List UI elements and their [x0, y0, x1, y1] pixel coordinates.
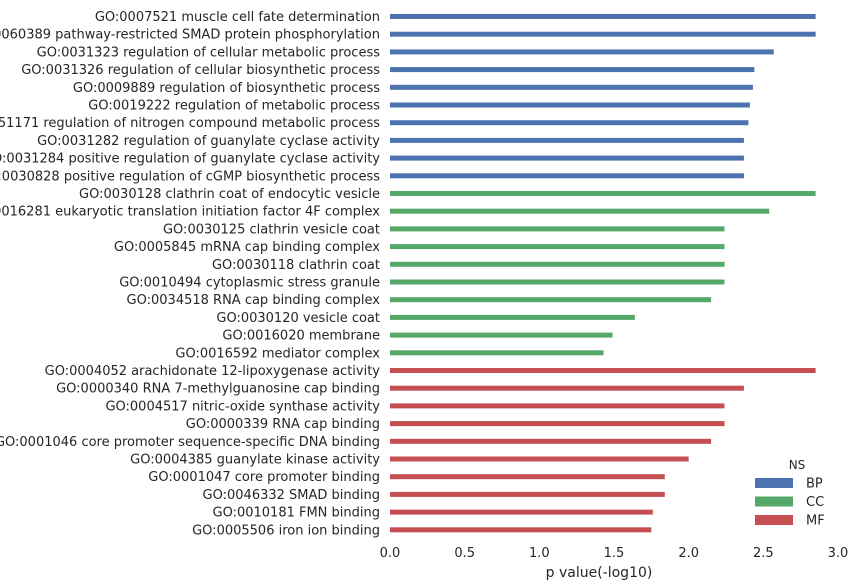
x-tick-label: 2.0: [678, 546, 699, 561]
legend-title: NS: [789, 458, 806, 472]
bar-cc-6: [390, 279, 725, 285]
category-label: GO:0030128 clathrin coat of endocytic ve…: [79, 187, 380, 202]
bar-bp-9: [390, 155, 744, 161]
category-label: GO:0030120 vesicle coat: [216, 311, 380, 326]
bar-cc-5: [390, 261, 725, 267]
category-label: GO:0030125 clathrin vesicle coat: [163, 222, 380, 237]
bar-mf-2: [390, 385, 744, 391]
bar-mf-6: [390, 456, 689, 462]
bar-mf-4: [390, 421, 725, 427]
bar-mf-8: [390, 491, 665, 497]
bar-mf-10: [390, 527, 652, 533]
bar-cc-1: [390, 191, 816, 196]
bar-cc-10: [390, 350, 604, 356]
category-label: GO:0016592 mediator complex: [175, 346, 380, 361]
category-labels: GO:0007521 muscle cell fate determinatio…: [0, 10, 380, 538]
x-axis-title: p value(-log10): [546, 565, 653, 581]
bar-mf-1: [390, 368, 816, 373]
category-label: GO:0016020 membrane: [222, 329, 380, 344]
category-label: GO:0010181 FMN binding: [213, 506, 381, 521]
bar-bp-6: [390, 102, 750, 108]
category-label: GO:0051171 regulation of nitrogen compou…: [0, 116, 380, 131]
legend-label-bp: BP: [806, 477, 823, 492]
bar-cc-9: [390, 332, 613, 338]
category-label: GO:0034518 RNA cap binding complex: [127, 293, 381, 308]
category-label: GO:0010494 cytoplasmic stress granule: [119, 276, 380, 291]
bar-bp-4: [390, 67, 755, 73]
x-axis-ticks: 0.0 0.5 1.0 1.5 2.0 2.5 3.0: [380, 546, 849, 561]
legend-swatch-cc: [755, 496, 793, 507]
bar-mf-3: [390, 403, 725, 409]
category-label: GO:0019222 regulation of metabolic proce…: [88, 99, 380, 114]
bar-cc-3: [390, 226, 725, 232]
category-label: GO:0001046 core promoter sequence-specif…: [0, 435, 380, 450]
bar-mf-9: [390, 509, 653, 515]
category-label: GO:0031323 regulation of cellular metabo…: [37, 45, 381, 60]
category-label: GO:0030828 positive regulation of cGMP b…: [0, 169, 380, 184]
bar-mf-7: [390, 474, 665, 480]
category-label: GO:0016281 eukaryotic translation initia…: [0, 205, 380, 220]
bar-mf-5: [390, 438, 712, 444]
category-label: GO:0046332 SMAD binding: [203, 488, 380, 503]
bar-bp-3: [390, 49, 774, 55]
category-label: GO:0005845 mRNA cap binding complex: [114, 240, 380, 255]
x-tick-label: 1.0: [529, 546, 550, 561]
x-tick-label: 2.5: [753, 546, 774, 561]
category-label: GO:0031284 positive regulation of guanyl…: [0, 152, 380, 167]
legend-swatch-mf: [755, 515, 793, 525]
legend-label-cc: CC: [806, 495, 824, 510]
bar-cc-4: [390, 244, 725, 250]
bar-bp-10: [390, 173, 744, 179]
bar-bp-5: [390, 84, 753, 90]
x-tick-label: 3.0: [828, 546, 849, 561]
bars-group: [390, 14, 816, 533]
legend-swatch-bp: [755, 478, 793, 488]
category-label: GO:0000339 RNA cap binding: [186, 417, 380, 432]
bar-bp-7: [390, 120, 749, 126]
category-label: GO:0031326 regulation of cellular biosyn…: [21, 63, 380, 78]
category-label: GO:0001047 core promoter binding: [148, 470, 380, 485]
category-label: GO:0030118 clathrin coat: [212, 258, 380, 273]
x-tick-label: 0.5: [454, 546, 475, 561]
category-label: GO:0000340 RNA 7-methylguanosine cap bin…: [56, 382, 380, 397]
bar-bp-1: [390, 14, 816, 19]
x-tick-label: 1.5: [604, 546, 625, 561]
bar-bp-2: [390, 31, 816, 37]
category-label: GO:0060389 pathway-restricted SMAD prote…: [0, 28, 380, 43]
category-label: GO:0004517 nitric-oxide synthase activit…: [105, 399, 380, 414]
legend-label-mf: MF: [806, 514, 825, 529]
x-tick-label: 0.0: [380, 546, 401, 561]
category-label: GO:0009889 regulation of biosynthetic pr…: [73, 81, 380, 96]
category-label: GO:0004385 guanylate kinase activity: [130, 453, 380, 468]
bar-cc-8: [390, 314, 635, 320]
category-label: GO:0031282 regulation of guanylate cycla…: [37, 134, 380, 149]
category-label: GO:0004052 arachidonate 12-lipoxygenase …: [45, 364, 381, 379]
category-label: GO:0007521 muscle cell fate determinatio…: [95, 10, 380, 25]
bar-bp-8: [390, 137, 744, 143]
bar-cc-2: [390, 208, 770, 214]
category-label: GO:0005506 iron ion binding: [192, 523, 380, 538]
bar-cc-7: [390, 297, 712, 303]
